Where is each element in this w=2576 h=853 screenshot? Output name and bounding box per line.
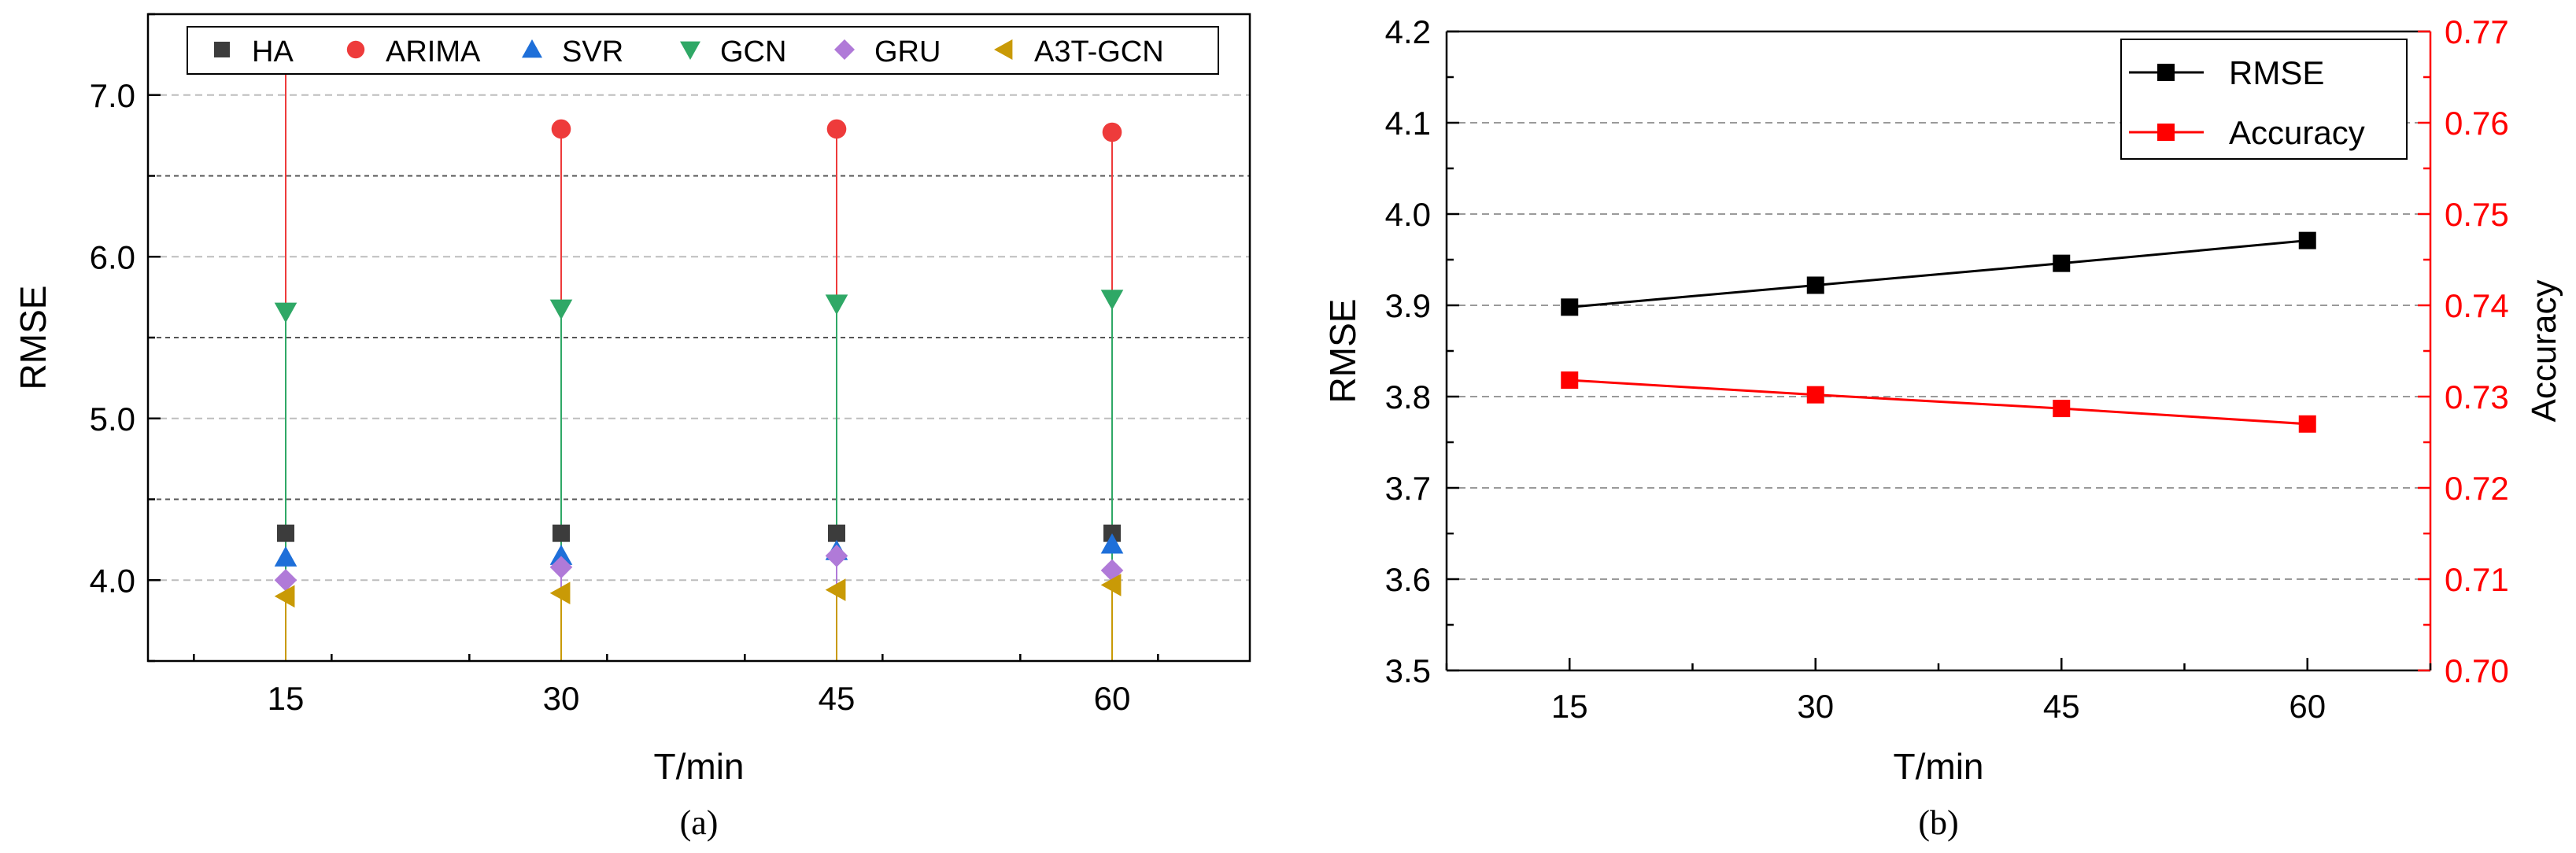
panel-b-point-rmse [2298,231,2316,249]
panel-b-markers [1561,231,2316,433]
panel-a-caption: (a) [680,803,719,842]
panel-b-series-lines [1569,239,2308,426]
panel-b-right-tick-label: 0.73 [2445,378,2509,415]
panel-b-tick-labels: 3.5 3.6 3.7 3.8 3.9 4.0 4.1 4.2 0.70 0.71 0.72 0.73… [1385,13,2509,725]
panel-a-x-tick-label: 60 [1094,680,1131,717]
panel-a-legend-marker-gcn [680,41,700,60]
panel-a-legend-marker-svr [522,39,542,58]
panel-a-point-svr [1100,533,1124,554]
panel-a-x-tick-label: 45 [819,680,856,717]
panel-a-markers [274,46,1124,608]
panel-a-point-ha [553,524,570,542]
panel-b-right-tick-label: 0.77 [2445,13,2509,50]
panel-a-point-ha [277,524,294,542]
panel-b-right-tick-label: 0.70 [2445,652,2509,689]
panel-b-axes [1445,30,2432,672]
panel-b-x-tick-label: 45 [2043,688,2080,725]
panel-b-legend-marker-accuracy [2157,124,2175,141]
panel-a-legend-label-a3t-gcn: A3T-GCN [1034,35,1164,68]
panel-b-x-tick-label: 60 [2289,688,2326,725]
panel-b-x-axis-label: T/min [1894,746,1984,787]
panel-a-point-svr [274,546,298,567]
panel-b-point-accuracy [1561,371,1579,390]
panel-b-left-tick-label: 3.5 [1385,652,1431,689]
panel-a-y-tick-label: 4.0 [90,562,135,599]
panel-a-y-tick-label: 5.0 [90,401,135,438]
panel-a-axes [146,13,1251,663]
panel-b-left-tick-label: 4.1 [1385,105,1431,142]
panel-a-chart: 4.0 5.0 6.0 7.0 15 30 45 60 HA ARIMA SVR GCN GRU A3T… [13,13,1251,842]
panel-b-point-accuracy [2053,400,2071,418]
panel-b-left-tick-label: 3.6 [1385,561,1431,598]
panel-b-legend-label-rmse: RMSE [2229,54,2324,91]
panel-a-point-arima [826,119,847,139]
panel-a-stems [285,56,1113,661]
panel-b-legend-label-accuracy: Accuracy [2229,114,2365,151]
panel-a-legend-marker-arima [346,40,365,59]
panel-b-point-rmse [1561,298,1579,316]
panel-a-legend-marker-a3t-gcn [994,39,1013,60]
panel-b-x-tick-label: 15 [1551,688,1588,725]
panel-a-gridlines [148,13,1250,582]
panel-a-legend-marker-gru [834,39,855,60]
panel-a-point-gcn [825,294,848,316]
panel-b-line-rmse [1569,239,2308,308]
panel-a-x-tick-label: 30 [543,680,580,717]
panel-b-point-rmse [2053,254,2071,272]
panel-a-legend-marker-ha [214,42,230,57]
panel-a-legend-label-svr: SVR [562,35,623,68]
panel-a-point-gru [825,545,848,567]
panel-b-left-tick-label: 3.7 [1385,470,1431,507]
panel-a-point-ha [1103,524,1121,542]
panel-b-right-tick-label: 0.74 [2445,287,2509,324]
panel-a-legend-label-gcn: GCN [720,35,786,68]
panel-a-point-ha [828,524,845,542]
panel-a-point-a3t-gcn [274,585,295,608]
panel-b-chart: 3.5 3.6 3.7 3.8 3.9 4.0 4.1 4.2 0.70 0.71 0.72 0.73… [1322,13,2563,842]
panel-a-point-arima [551,119,571,139]
panel-b-left-tick-label: 4.0 [1385,196,1431,233]
panel-a-point-a3t-gcn [549,582,571,604]
panel-b-line-accuracy [1569,378,2308,426]
panel-a-point-gcn [1100,290,1124,310]
panel-a-x-tick-label: 15 [268,680,305,717]
panel-a-point-gru [549,556,573,579]
panel-b-left-tick-label: 3.8 [1385,378,1431,415]
panel-a-legend: HA ARIMA SVR GCN GRU A3T-GCN [187,26,1219,75]
panel-a-legend-label-gru: GRU [874,35,941,68]
panel-a-x-axis-label: T/min [654,746,745,787]
panel-a-point-gcn [274,302,298,323]
panel-b-y-axis-label-left: RMSE [1322,299,1363,404]
panel-a-legend-label-ha: HA [252,35,294,68]
panel-a-point-svr [549,545,573,565]
panel-b-legend-marker-rmse [2157,64,2175,81]
panel-b-point-rmse [1806,276,1824,294]
panel-a-y-axis-label: RMSE [13,286,54,390]
panel-a-legend-label-arima: ARIMA [386,35,481,68]
panel-b-point-accuracy [2298,415,2316,433]
panel-b-right-tick-label: 0.71 [2445,561,2509,598]
panel-a-point-a3t-gcn [825,578,846,601]
panel-a-point-arima [1102,122,1122,142]
panel-b-y-axis-label-right: Accuracy [2525,280,2563,423]
panel-a-point-a3t-gcn [1100,574,1122,596]
panel-a-tick-labels: 4.0 5.0 6.0 7.0 15 30 45 60 [90,77,1131,717]
panel-a-point-gru [274,568,298,592]
panel-b-right-tick-label: 0.75 [2445,196,2509,233]
panel-b-left-tick-label: 4.2 [1385,13,1431,50]
panel-b-caption: (b) [1918,803,1958,842]
panel-b-right-tick-label: 0.72 [2445,470,2509,507]
panel-b-legend: RMSE Accuracy [2120,39,2408,160]
panel-b-right-tick-label: 0.76 [2445,105,2509,142]
panel-a-y-tick-label: 6.0 [90,238,135,275]
panel-a-point-gcn [549,299,573,320]
panel-b-left-tick-label: 3.9 [1385,287,1431,324]
panel-b-x-tick-label: 30 [1797,688,1834,725]
panel-b-gridlines [1447,122,2430,580]
panel-a-y-tick-label: 7.0 [90,77,135,114]
panel-b-point-accuracy [1806,386,1824,404]
